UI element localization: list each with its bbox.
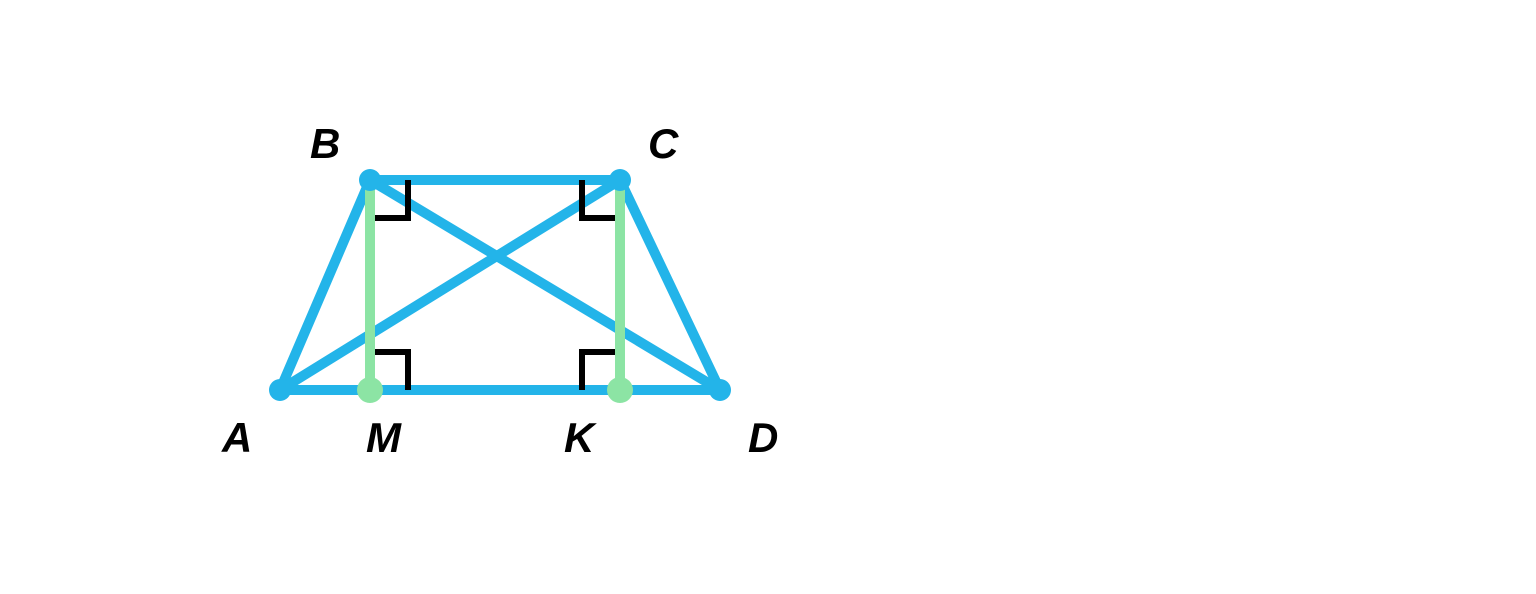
point-M bbox=[357, 377, 383, 403]
point-D bbox=[709, 379, 731, 401]
point-B bbox=[359, 169, 381, 191]
label-K: K bbox=[564, 414, 597, 461]
diagram-bg bbox=[0, 0, 1536, 594]
label-C: C bbox=[648, 120, 679, 167]
label-A: A bbox=[221, 414, 252, 461]
point-C bbox=[609, 169, 631, 191]
label-M: M bbox=[366, 414, 402, 461]
geometry-diagram: A B C D M K bbox=[0, 0, 1536, 594]
label-B: B bbox=[310, 120, 340, 167]
point-K bbox=[607, 377, 633, 403]
point-A bbox=[269, 379, 291, 401]
label-D: D bbox=[748, 414, 778, 461]
